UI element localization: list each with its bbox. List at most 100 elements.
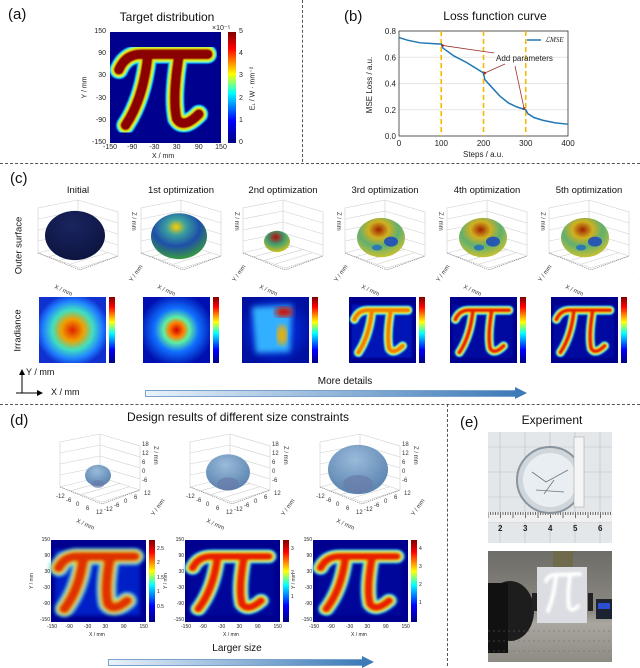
- z-tick: 6: [272, 460, 276, 466]
- surface-feature: [486, 237, 500, 247]
- coord-x-label: X / mm: [51, 387, 80, 397]
- x-tick: -6: [66, 498, 72, 504]
- z-tick: -6: [142, 478, 148, 484]
- lens-surface: [264, 231, 290, 252]
- design-heat-xtick: 30: [103, 624, 109, 630]
- lens-surface: [561, 218, 609, 257]
- x-tick: -12: [316, 494, 325, 500]
- design-colorbar-tick: 1: [157, 589, 160, 595]
- design-heat-xtick: 90: [255, 624, 261, 630]
- design-surface-plot: Z / mmX / mmY / mm181260-6-12-606121260-…: [180, 432, 280, 527]
- panel-c-label: (c): [10, 170, 28, 187]
- panel-e-title: Experiment: [522, 413, 583, 427]
- annotation-arrowhead: [483, 72, 486, 75]
- panel-a-colorbar-tick: 2: [239, 95, 243, 102]
- larger-size-label: Larger size: [212, 643, 261, 654]
- design-heat-xtick: -150: [47, 624, 57, 630]
- design-surface-plot: Z / mmX / mmY / mm181260-6-12-606121260-…: [310, 432, 410, 527]
- irradiance-colorbar: [621, 297, 627, 363]
- outer-surface-plot: Z / mmX / mmY / mm: [131, 198, 231, 293]
- pi-shape: [55, 550, 141, 616]
- irradiance-heatmap: [551, 297, 618, 363]
- design-irradiance-heatmap: [313, 540, 408, 622]
- ruler-tick-label: 4: [548, 524, 552, 533]
- irradiance-heatmap: [143, 297, 210, 363]
- panel-a-colorbar-tick: 1: [239, 117, 243, 124]
- divider-mid: [0, 404, 640, 405]
- panel-a-xtick: 150: [211, 144, 231, 151]
- inner-surface: [92, 480, 105, 488]
- design-heat-xtick: 150: [274, 624, 282, 630]
- design-heat-xtick: 90: [383, 624, 389, 630]
- irradiance-colorbar: [419, 297, 425, 363]
- panel-a-xtick: -90: [122, 144, 142, 151]
- irradiance-hotspot: [277, 325, 287, 345]
- x-tick: 6: [216, 506, 220, 512]
- design-heat-ytick: -90: [298, 601, 312, 607]
- z-tick: -6: [272, 478, 278, 484]
- irradiance-field: [143, 297, 210, 363]
- column-title-5: 4th optimization: [454, 185, 521, 196]
- x-tick: -6: [326, 498, 332, 504]
- irradiance-heatmap: [349, 297, 416, 363]
- z-tick: 0: [142, 469, 146, 475]
- ruler-tick-label: 5: [573, 524, 577, 533]
- inner-surface: [217, 477, 239, 490]
- panel-a-xtick: 30: [167, 144, 187, 151]
- design-heat-ytick: 150: [298, 537, 312, 543]
- panel-d-title: Design results of different size constra…: [127, 410, 349, 424]
- column-title-4: 3rd optimization: [351, 185, 418, 196]
- design-colorbar-tick: 2: [157, 560, 160, 566]
- design-heat-ytick: -30: [170, 585, 184, 591]
- y-tick: 6: [134, 495, 138, 501]
- pi-shape: [189, 550, 274, 616]
- design-heat-xtick: -150: [181, 624, 191, 630]
- design-heat-ytick: 150: [170, 537, 184, 543]
- x-tick: 0: [76, 502, 80, 508]
- design-heat-xlabel: X / mm: [351, 632, 367, 638]
- irradiance-colorbar: [312, 297, 318, 363]
- surface-feature: [588, 237, 602, 247]
- design-heat-ytick: -30: [36, 585, 50, 591]
- z-tick: -6: [402, 478, 408, 484]
- design-colorbar-tick: 4: [419, 546, 422, 552]
- x-tick-label: 300: [519, 139, 533, 148]
- x-axis-label: X / mm: [205, 518, 225, 531]
- design-heat-xtick: -150: [309, 624, 319, 630]
- irradiance-heatmap: [39, 297, 106, 363]
- x-tick: 0: [336, 502, 340, 508]
- design-heat-ylabel: Y / mm: [29, 569, 35, 593]
- x-tick-label: 200: [477, 139, 491, 148]
- z-tick: 6: [142, 460, 146, 466]
- lens-surface: [45, 211, 105, 260]
- row-label-irradiance: Irradiance: [13, 309, 24, 351]
- coord-y-label: Y / mm: [26, 367, 54, 377]
- design-heat-xtick: -90: [328, 624, 335, 630]
- design-heat-xtick: 90: [121, 624, 127, 630]
- irradiance-colorbar: [109, 297, 115, 363]
- x-tick: 12: [356, 510, 363, 516]
- y-tick-label: 0.0: [385, 132, 397, 141]
- y-tick: -12: [364, 507, 373, 513]
- x-axis-label: X / mm: [335, 518, 355, 531]
- z-tick: 18: [402, 442, 409, 448]
- z-tick: 12: [272, 451, 279, 457]
- z-tick: 18: [142, 442, 149, 448]
- ruler-tick-label: 6: [598, 524, 602, 533]
- design-colorbar-tick: 1: [419, 600, 422, 606]
- y-tick: 0: [384, 499, 388, 505]
- outer-surface-plot: Z / mmX / mmY / mm: [28, 198, 128, 293]
- surface-feature: [384, 237, 398, 247]
- design-heat-xlabel: X / mm: [223, 632, 239, 638]
- design-heat-xtick: 30: [365, 624, 371, 630]
- irradiance-heatmap: [242, 297, 309, 363]
- design-colorbar-tick: 3: [291, 546, 294, 552]
- pi-shape: [317, 550, 403, 616]
- design-colorbar-tick: 3: [419, 564, 422, 570]
- outer-surface-plot: Z / mmX / mmY / mm: [335, 198, 435, 293]
- z-tick: 12: [142, 451, 149, 457]
- row-label-outer-surface: Outer surface: [13, 217, 24, 275]
- panel-d-label: (d): [10, 412, 28, 429]
- projection-photo: [488, 551, 612, 662]
